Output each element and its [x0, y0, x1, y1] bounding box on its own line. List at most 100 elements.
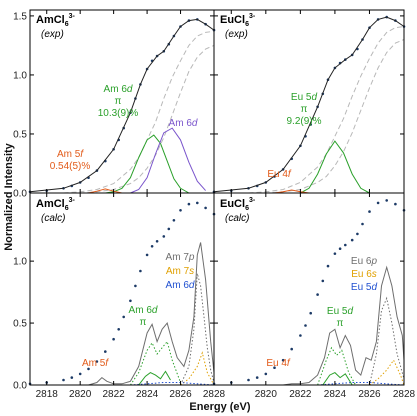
x-tick-label: 2824: [324, 389, 347, 400]
panel-mode: (exp): [225, 29, 248, 40]
annotation-label: π: [337, 318, 344, 329]
series-line-orange: [274, 189, 310, 194]
annotation-label: Am 6d: [169, 118, 198, 129]
annotation-label: Am 6d: [129, 305, 158, 316]
data-point: [112, 337, 115, 341]
data-point: [394, 202, 397, 206]
annotation-label: π: [301, 104, 308, 115]
panel-title: EuCl63-: [220, 13, 256, 28]
series-line-green: [322, 371, 353, 386]
series-line-fit_total: [213, 16, 405, 193]
annotation-label: Eu 4f: [267, 169, 292, 180]
y-tick-label: 0.5: [13, 319, 27, 330]
series-line-dashed: [248, 26, 405, 194]
series-line-fit_total: [29, 18, 215, 193]
annotation-label: Eu 5d: [351, 282, 378, 293]
y-axis-label: Normalized Intensity: [3, 142, 15, 250]
data-point: [70, 376, 74, 379]
series-line-purple: [130, 127, 206, 194]
annotation-label: 0.54(5)%: [50, 161, 91, 172]
annotation-label: Eu 6s: [351, 269, 377, 280]
x-tick-label: 2820: [255, 389, 278, 400]
data-point: [333, 252, 337, 255]
data-point: [95, 360, 99, 363]
x-tick-label: 2824: [136, 389, 159, 400]
series-line-gray: [180, 273, 215, 386]
series-line-orange: [88, 188, 123, 194]
y-tick-label: 1.5: [13, 11, 27, 22]
data-point: [344, 243, 347, 247]
series-line-gold: [369, 359, 405, 386]
x-tick-label: 2828: [203, 389, 226, 400]
data-point: [204, 206, 207, 210]
data-point: [167, 227, 171, 231]
data-point: [385, 199, 389, 202]
series-line-green: [105, 134, 190, 194]
x-tick-label: 2826: [358, 389, 381, 400]
panel-title: AmCl63-: [36, 13, 76, 28]
data-point: [172, 219, 176, 222]
series-line-gray: [369, 296, 405, 386]
data-point: [316, 293, 319, 296]
panel-title: EuCl63-: [220, 197, 256, 212]
data-point: [309, 311, 313, 315]
series-line-green: [138, 370, 171, 386]
y-tick-label: 0.5: [13, 129, 27, 140]
data-point: [155, 240, 159, 243]
series-line-gray: [88, 242, 215, 386]
data-point: [139, 269, 142, 273]
data-point: [104, 350, 107, 353]
data-point: [356, 232, 359, 236]
annotation-label: Eu 5d: [327, 306, 354, 317]
data-point: [264, 372, 268, 376]
data-point: [361, 222, 364, 226]
panels-group: 0.00.51.01.5 AmCl63-(exp)Am 6dπ10.3(9)%Am…: [13, 9, 416, 400]
x-tick-label: 2828: [393, 389, 416, 400]
panel-bottom-right: 2820 2822 2824 2826 2828 EuCl63-(calc) Eu 6p Eu…: [212, 192, 416, 400]
y-tick-label: 0.0: [13, 189, 27, 200]
panel-title: AmCl63-: [36, 197, 76, 212]
y-tick-label: 0.0: [13, 381, 27, 392]
x-tick-label: 2822: [289, 389, 312, 400]
annotation-label: π: [115, 96, 122, 107]
data-point: [255, 376, 259, 379]
annotation-label: π: [140, 317, 147, 328]
series-line-gray: [283, 265, 405, 386]
annotation-label: Eu 5d: [291, 92, 318, 103]
plot-frame: [213, 192, 405, 386]
data-point: [299, 334, 302, 337]
annotation-label: Am 6d: [104, 84, 133, 95]
data-point: [122, 315, 125, 319]
panel-top-left: 0.00.51.01.5 AmCl63-(exp)Am 6dπ10.3(9)%Am…: [13, 9, 216, 200]
x-tick-label: 2826: [169, 389, 192, 400]
data-point: [78, 372, 82, 376]
annotation-label: Am 5f: [82, 358, 109, 369]
data-point: [368, 210, 371, 213]
data-point: [247, 378, 250, 382]
x-tick-label: 2818: [36, 389, 59, 400]
data-point: [87, 367, 90, 371]
annotation-label: Am 6d: [166, 280, 195, 291]
series-line-green: [317, 346, 357, 386]
annotation-label: Am 5f: [57, 149, 84, 160]
series-line-green: [300, 140, 370, 194]
panel-mode: (calc): [41, 213, 65, 224]
data-point: [117, 328, 120, 331]
data-point: [281, 358, 285, 362]
annotation-label: 9.2(9)%: [286, 116, 321, 127]
x-tick-label: 2820: [69, 389, 92, 400]
data-point: [376, 201, 380, 205]
annotation-label: Am 7s: [166, 266, 194, 277]
y-tick-label: 1.0: [13, 257, 27, 268]
data-point: [62, 378, 65, 382]
series-line-dashed: [63, 30, 215, 194]
data-point: [187, 202, 191, 206]
data-point: [179, 209, 182, 212]
series-line-green: [129, 340, 181, 386]
data-point: [290, 347, 294, 351]
series-line-gold: [180, 351, 215, 386]
annotation-label: Am 7p: [166, 252, 195, 263]
annotation-label: 10.3(9)%: [98, 108, 139, 119]
